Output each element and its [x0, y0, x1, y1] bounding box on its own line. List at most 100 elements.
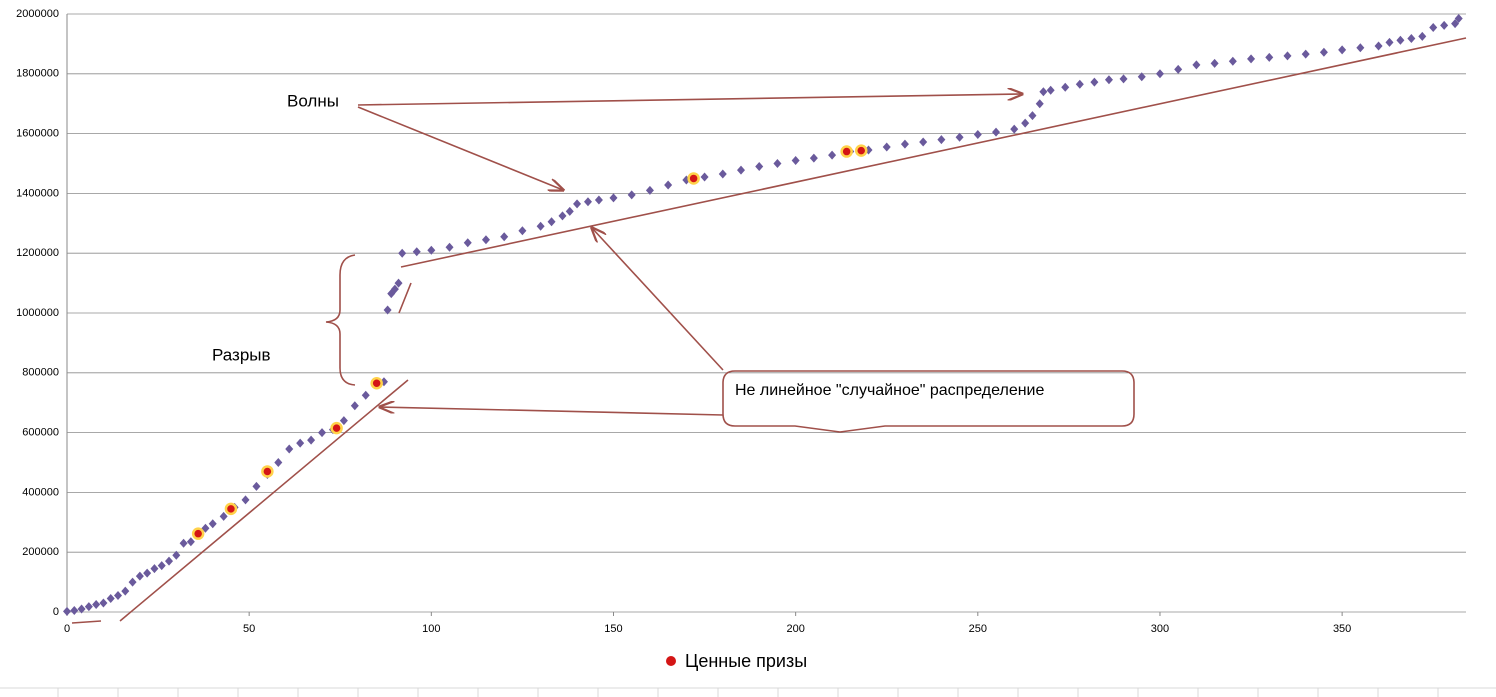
y-tick-label: 1800000 — [16, 68, 59, 80]
point — [179, 538, 188, 548]
point — [330, 421, 343, 435]
y-tick-label: 400000 — [22, 486, 59, 498]
trend-line — [71, 620, 102, 624]
point — [224, 502, 238, 516]
point — [1338, 45, 1347, 55]
point — [1210, 58, 1219, 68]
point — [1247, 54, 1256, 64]
point — [1174, 64, 1183, 74]
point — [565, 206, 574, 216]
point — [1155, 69, 1164, 79]
point — [1429, 22, 1438, 32]
point — [114, 591, 123, 601]
point — [77, 604, 86, 614]
point — [809, 153, 818, 163]
trend-line — [400, 37, 1467, 268]
point — [361, 390, 370, 400]
point — [274, 458, 283, 467]
point — [157, 561, 166, 571]
point — [828, 150, 837, 160]
point — [1356, 43, 1365, 53]
y-tick-label: 800000 — [22, 367, 59, 379]
point — [350, 401, 359, 411]
point — [536, 221, 545, 231]
point — [1119, 74, 1128, 84]
plot-area: 0 200000 400000 600000 800000 1000000 1200000 1… — [16, 8, 1466, 635]
point — [1418, 31, 1427, 41]
point — [1396, 35, 1405, 45]
point — [261, 465, 274, 478]
point — [398, 248, 407, 258]
annotations: Волны Разрыв Не линейное "случайное" рас… — [71, 37, 1467, 624]
point — [99, 598, 108, 608]
point — [609, 193, 618, 203]
point — [664, 180, 673, 190]
point — [627, 190, 636, 200]
point — [1265, 52, 1274, 62]
point — [165, 556, 174, 566]
point — [736, 165, 745, 175]
sheet-grid — [0, 687, 1496, 697]
point — [285, 444, 294, 454]
point — [900, 139, 909, 149]
point — [481, 235, 490, 245]
point — [143, 568, 152, 578]
x-tick-label: 100 — [422, 623, 440, 635]
y-tick-label: 1600000 — [16, 128, 59, 140]
callout — [722, 370, 1135, 433]
point — [1090, 77, 1099, 87]
y-tick-label: 1000000 — [16, 307, 59, 319]
point — [854, 144, 868, 157]
brace — [325, 254, 356, 386]
point — [252, 481, 261, 491]
point — [1035, 99, 1044, 109]
point — [383, 305, 392, 315]
point — [427, 245, 436, 255]
annotation: Не линейное "случайное" распределение — [735, 382, 1044, 399]
point — [296, 438, 305, 448]
point — [135, 571, 144, 581]
point — [791, 156, 800, 166]
trend-line — [119, 379, 409, 622]
arrow — [357, 106, 563, 190]
point — [1301, 49, 1310, 59]
point — [687, 172, 700, 185]
point — [150, 564, 159, 574]
point — [63, 606, 71, 616]
point — [1451, 19, 1460, 29]
point — [1021, 118, 1030, 128]
point — [840, 145, 853, 158]
point — [1319, 47, 1328, 57]
point — [955, 132, 964, 142]
y-tick-label: 2000000 — [16, 8, 59, 20]
point — [219, 511, 228, 521]
point — [390, 284, 399, 294]
point — [773, 159, 782, 168]
y-tick-label: 1200000 — [16, 247, 59, 259]
point — [1283, 51, 1292, 61]
point — [1440, 20, 1449, 30]
point — [370, 377, 383, 390]
point — [445, 242, 454, 252]
point — [128, 577, 137, 587]
point — [700, 172, 709, 182]
point — [558, 211, 567, 221]
point — [583, 197, 592, 207]
point — [208, 519, 217, 529]
point — [1228, 56, 1237, 66]
point — [573, 199, 582, 209]
point — [1061, 82, 1070, 92]
point — [1192, 60, 1201, 70]
x-tick-label: 250 — [969, 623, 987, 635]
arrow — [380, 407, 724, 416]
point — [121, 586, 130, 596]
y-tick-label: 1400000 — [16, 187, 59, 199]
point — [1028, 111, 1037, 121]
point — [241, 495, 250, 505]
point — [718, 169, 727, 179]
point — [186, 537, 195, 547]
point — [106, 594, 115, 604]
annotation: Волны — [287, 91, 339, 110]
x-tick-label: 200 — [786, 623, 804, 635]
point — [547, 217, 556, 227]
